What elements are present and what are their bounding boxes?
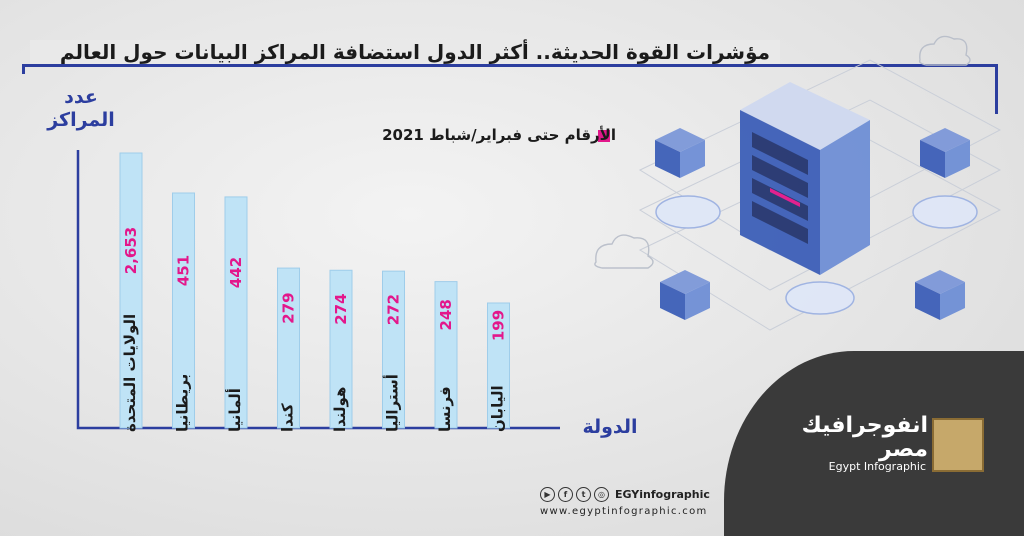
legend-text: الأرقام حتى فبراير/شباط 2021	[382, 126, 616, 144]
social-links: ▶ f t ◎ EGYinfographic	[540, 486, 710, 502]
social-handle: EGYinfographic	[615, 487, 710, 501]
brand-seal-icon	[932, 418, 984, 472]
category-label-1: بريطانيا	[174, 374, 192, 432]
category-label-3: كندا	[279, 403, 297, 432]
bar-5	[382, 270, 405, 429]
y-axis-label: عدد المراكز	[47, 86, 115, 131]
chart-title: مؤشرات القوة الحديثة.. أكثر الدول استضاف…	[30, 40, 780, 64]
category-label-7: اليابان	[489, 385, 507, 432]
bar-6	[434, 281, 458, 429]
bar-value-label-1: 451	[175, 255, 193, 286]
category-label-2: ألمانيا	[225, 388, 244, 432]
title-frame	[18, 36, 998, 114]
website-url[interactable]: www.egyptinfographic.com	[540, 506, 708, 517]
bar-4	[329, 269, 353, 429]
youtube-icon[interactable]: ▶	[540, 486, 555, 502]
brand-name-ar: انفوجرافيك مصر	[801, 413, 928, 462]
bar-value-label-7: 199	[490, 310, 508, 341]
bar-value-label-3: 279	[280, 292, 298, 323]
facebook-icon[interactable]: f	[558, 486, 573, 502]
bar-2	[224, 196, 248, 429]
category-label-0: الولايات المتحدة	[121, 314, 139, 432]
title-underline	[22, 64, 998, 67]
instagram-icon[interactable]: ◎	[594, 486, 609, 502]
bar-value-label-0: 2,653	[122, 227, 140, 274]
category-label-5: أستراليا	[383, 374, 402, 432]
title-left-tick	[22, 64, 25, 74]
bar-value-label-6: 248	[437, 299, 455, 330]
twitter-icon[interactable]: t	[576, 486, 591, 502]
category-label-6: فرنسا	[436, 386, 454, 432]
bar-value-label-4: 274	[332, 293, 350, 324]
bar-value-label-5: 272	[385, 294, 403, 325]
server-illustration	[594, 35, 1002, 331]
category-label-4: هولندا	[331, 387, 349, 432]
bar-3	[277, 267, 300, 429]
title-right-tick	[995, 64, 998, 114]
brand-name-en: Egypt Infographic	[828, 460, 926, 473]
x-axis-label: الدولة	[582, 416, 638, 438]
bar-0	[119, 152, 143, 429]
bar-value-label-2: 442	[227, 257, 245, 288]
bar-7	[487, 302, 510, 429]
legend-swatch	[598, 130, 610, 142]
bar-1	[172, 192, 195, 429]
